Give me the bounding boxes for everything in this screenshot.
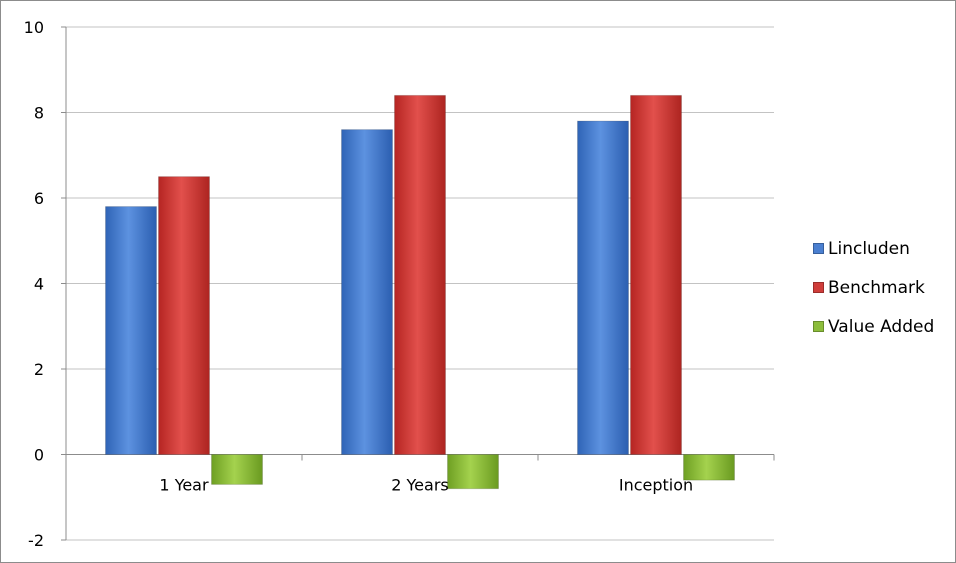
bar-lincluden-2-years bbox=[341, 129, 393, 455]
y-tick-label: 10 bbox=[24, 18, 44, 37]
legend-swatch bbox=[813, 282, 824, 293]
legend: Lincluden Benchmark Value Added bbox=[813, 235, 934, 352]
legend-swatch bbox=[813, 243, 824, 254]
legend-item-lincluden: Lincluden bbox=[813, 235, 934, 262]
legend-label: Lincluden bbox=[828, 238, 910, 259]
y-tick-labels: -2 0 2 4 6 8 10 bbox=[24, 18, 44, 550]
y-tick-label: 8 bbox=[34, 104, 44, 123]
legend-label: Value Added bbox=[828, 316, 935, 337]
legend-item-benchmark: Benchmark bbox=[813, 274, 934, 301]
y-tick-label: 4 bbox=[34, 275, 44, 294]
y-tick-label: 6 bbox=[34, 189, 44, 208]
y-tick-label: 0 bbox=[34, 446, 44, 465]
x-tick-label: Inception bbox=[619, 476, 693, 495]
bar-benchmark-inception bbox=[630, 94, 682, 456]
bar-value-added-2-years bbox=[447, 454, 499, 490]
bars bbox=[105, 94, 735, 490]
x-tick-labels: 1 Year 2 Years Inception bbox=[159, 476, 693, 495]
legend-label: Benchmark bbox=[828, 277, 925, 298]
bar-lincluden-1-year bbox=[105, 206, 157, 455]
y-tick-label: 2 bbox=[34, 360, 44, 379]
bar-benchmark-1-year bbox=[158, 176, 210, 455]
bar-value-added-1-year bbox=[211, 454, 263, 485]
y-tick-label: -2 bbox=[28, 531, 44, 550]
legend-swatch bbox=[813, 321, 824, 332]
bar-benchmark-2-years bbox=[394, 94, 446, 456]
bar-lincluden-inception bbox=[577, 120, 629, 456]
legend-item-value-added: Value Added bbox=[813, 313, 934, 340]
bar-value-added-inception bbox=[683, 454, 735, 481]
x-tick-label: 1 Year bbox=[159, 476, 209, 495]
x-tick-label: 2 Years bbox=[391, 476, 448, 495]
